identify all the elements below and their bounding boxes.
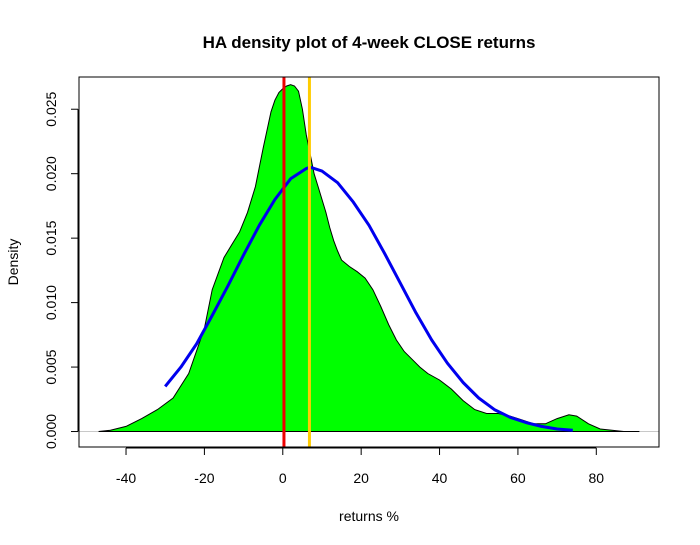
y-tick-label-0: 0.000 — [43, 414, 59, 449]
x-tick-label-1: -20 — [194, 470, 214, 486]
x-tick-label-3: 20 — [353, 470, 369, 486]
x-tick-label-0: -40 — [116, 470, 136, 486]
chart-title: HA density plot of 4-week CLOSE returns — [203, 33, 536, 52]
plot-frame — [78, 76, 660, 448]
axes: -40 -20 0 20 40 60 80 0.000 0.005 0.010 0.015 0.020… — [43, 76, 660, 486]
y-tick-label-1: 0.005 — [43, 349, 59, 384]
y-tick-label-2: 0.010 — [43, 285, 59, 320]
x-tick-label-2: 0 — [279, 470, 287, 486]
y-axis-label: Density — [5, 239, 21, 286]
density-area-series-0 — [98, 84, 640, 432]
x-tick-label-5: 60 — [510, 470, 526, 486]
normal-curve-series-1 — [164, 165, 573, 432]
x-axis-label: returns % — [339, 508, 399, 524]
plot-area — [79, 77, 659, 447]
y-tick-label-3: 0.015 — [43, 220, 59, 255]
y-tick-label-5: 0.025 — [43, 91, 59, 126]
x-tick-label-6: 80 — [589, 470, 605, 486]
y-tick-label-4: 0.020 — [43, 156, 59, 191]
x-tick-label-4: 40 — [432, 470, 448, 486]
